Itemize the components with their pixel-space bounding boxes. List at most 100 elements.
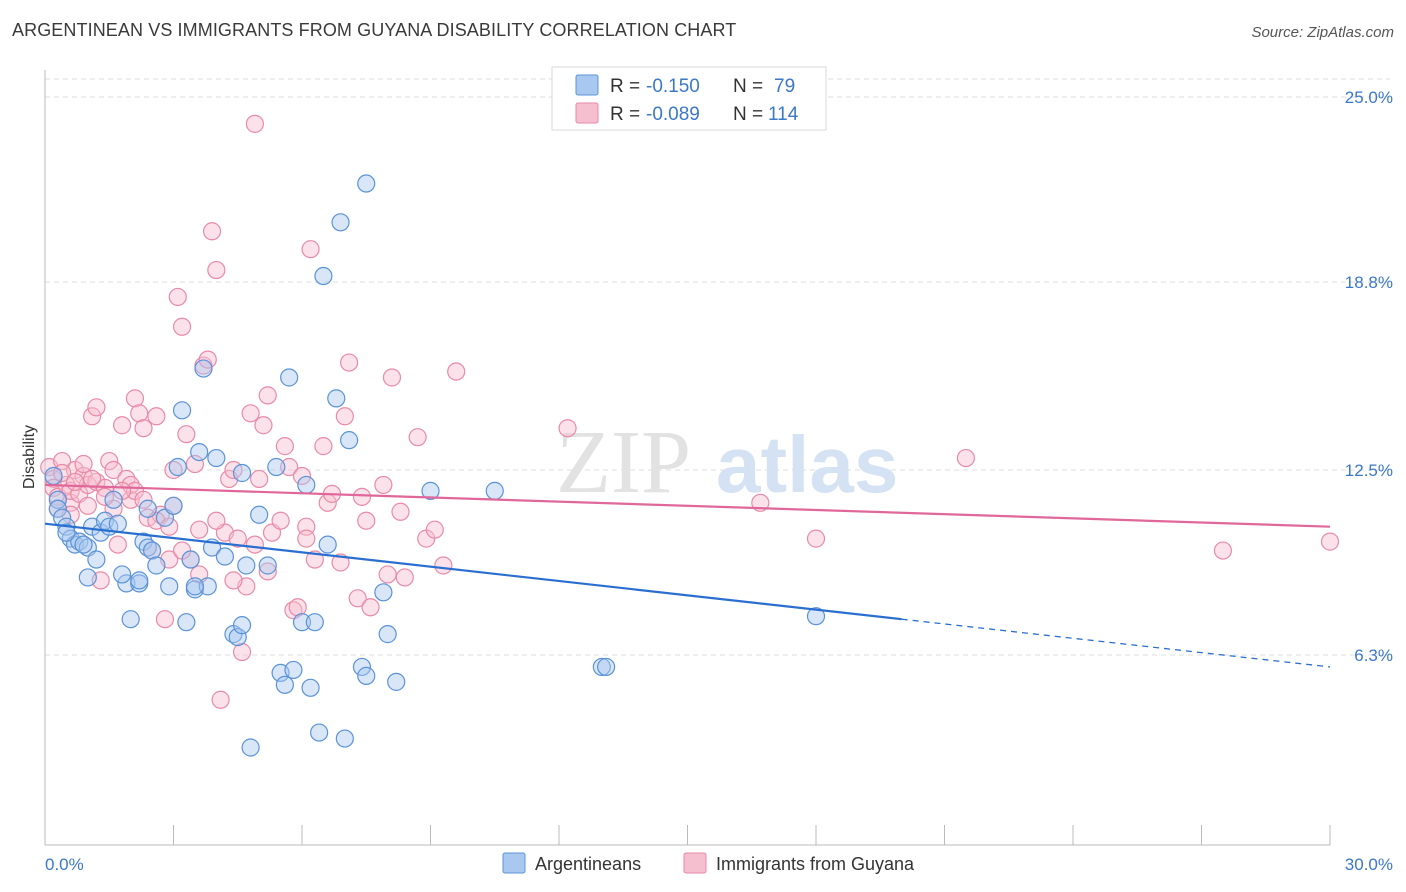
argentinean-point-66: [378, 625, 397, 644]
guyana-point-19: [100, 451, 119, 471]
guyana-point-102: [224, 571, 243, 590]
guyana-point-48: [202, 222, 222, 241]
x-tick-label-start: 0.0%: [45, 855, 84, 874]
legend-swatch-guyana: [575, 102, 599, 124]
argentinean-point-0: [44, 466, 63, 486]
argentinean-point-75: [112, 565, 132, 584]
argentinean-point-37: [207, 448, 226, 468]
guyana-point-78: [348, 589, 367, 608]
guyana-point-23: [112, 416, 132, 435]
argentinean-point-52: [292, 613, 312, 632]
guyana-point-93: [956, 448, 976, 468]
guyana-point-110: [297, 529, 316, 548]
argentinean-point-42: [232, 463, 252, 483]
y-tick-label-1: 12.5%: [1345, 461, 1393, 480]
argentinean-point-29: [172, 401, 192, 420]
argentinean-point-64: [357, 666, 376, 685]
argentinean-point-31: [181, 550, 200, 569]
y-tick-labels: 6.3% 12.5% 18.8% 25.0%: [1345, 88, 1393, 665]
guyana-point-31: [134, 490, 153, 509]
guyana-point-49: [207, 260, 226, 280]
guyana-point-88: [434, 556, 453, 575]
guyana-point-50: [211, 690, 230, 709]
y-axis-label: Disability: [21, 425, 38, 489]
legend-n-label-2: N =: [733, 104, 763, 125]
guyana-point-92: [806, 529, 826, 548]
series-legend: Argentineans Immigrants from Guyana: [502, 852, 915, 874]
series-argentineans-points: [44, 174, 826, 757]
argentinean-point-50: [280, 368, 299, 387]
argentinean-point-26: [160, 577, 179, 596]
chart-source: Source: ZipAtlas.com: [1251, 24, 1394, 41]
argentinean-point-54: [301, 678, 320, 697]
argentinean-point-70: [592, 657, 611, 677]
guyana-point-67: [288, 598, 307, 617]
argentinean-point-47: [267, 457, 286, 477]
guyana-point-85: [408, 428, 427, 447]
guyana-point-76: [335, 407, 354, 426]
bottom-legend-swatch-argentineans: [502, 852, 526, 874]
guyana-point-42: [177, 425, 196, 444]
argentinean-point-53: [297, 475, 316, 495]
trend-line-argentineans-extension: [901, 618, 1331, 668]
bottom-legend-swatch-guyana: [683, 852, 707, 874]
guyana-point-29: [130, 404, 149, 423]
guyana-point-75: [331, 553, 350, 572]
guyana-point-55: [232, 642, 252, 662]
legend-r-value-1: -0.150: [646, 76, 700, 97]
argentinean-point-55: [305, 613, 324, 632]
argentinean-point-24: [147, 556, 166, 575]
guyana-point-61: [258, 386, 277, 405]
legend-n-value-1: 79: [774, 76, 795, 97]
argentinean-point-67: [387, 672, 406, 691]
guyana-point-70: [301, 240, 320, 259]
y-tick-label-2: 18.8%: [1345, 273, 1393, 292]
argentinean-point-44: [241, 738, 260, 757]
argentinean-point-34: [194, 359, 213, 378]
x-tick-labels: 0.0% 30.0%: [45, 855, 1393, 874]
grid-lines: [45, 78, 1390, 656]
argentinean-point-16: [108, 514, 127, 533]
argentinean-point-61: [340, 431, 359, 450]
guyana-point-60: [254, 416, 273, 435]
argentinean-point-68: [421, 481, 440, 500]
argentinean-point-33: [190, 442, 209, 462]
guyana-point-89: [447, 362, 466, 381]
guyana-point-72: [314, 437, 333, 456]
argentinean-point-40: [228, 627, 247, 647]
legend-swatch-argentineans: [575, 74, 599, 96]
guyana-point-34: [147, 407, 166, 426]
watermark: ZIP atlas: [556, 413, 898, 512]
argentinean-point-11: [87, 550, 106, 569]
argentinean-point-23: [142, 541, 162, 560]
argentinean-point-60: [331, 213, 350, 232]
argentinean-point-57: [314, 266, 333, 286]
argentinean-point-72: [806, 607, 826, 626]
argentinean-point-56: [310, 723, 329, 742]
argentinean-point-45: [250, 505, 269, 524]
y-tick-label-3: 25.0%: [1345, 88, 1393, 107]
guyana-point-58: [245, 114, 264, 133]
argentinean-point-2: [48, 499, 67, 518]
y-tick-label-0: 6.3%: [1354, 646, 1393, 665]
guyana-point-41: [172, 317, 192, 336]
guyana-point-65: [280, 457, 299, 477]
argentinean-point-35: [198, 577, 217, 596]
argentinean-point-30: [177, 613, 196, 632]
guyana-point-90: [558, 419, 577, 438]
argentinean-point-65: [374, 583, 393, 602]
trend-line-guyana: [44, 483, 1331, 528]
guyana-point-105: [65, 472, 85, 492]
argentinean-point-59: [327, 389, 346, 408]
legend-r-value-2: -0.089: [646, 104, 700, 125]
argentinean-point-38: [215, 547, 234, 566]
argentinean-point-71: [597, 657, 616, 677]
argentinean-point-46: [258, 556, 277, 575]
guyana-point-96: [83, 469, 102, 489]
guyana-point-81: [374, 475, 393, 495]
argentinean-point-21: [138, 499, 157, 518]
guyana-point-47: [198, 350, 217, 369]
argentinean-point-62: [357, 174, 376, 193]
guyana-point-79: [357, 511, 376, 530]
argentinean-point-73: [335, 729, 354, 748]
